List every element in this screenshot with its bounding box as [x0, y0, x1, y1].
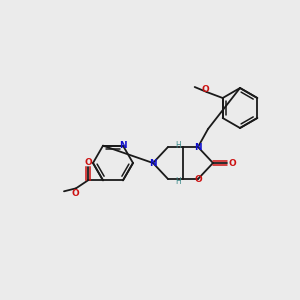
Text: H: H	[175, 140, 181, 149]
Text: N: N	[119, 141, 127, 150]
Text: N: N	[194, 142, 202, 152]
Text: N: N	[149, 158, 157, 167]
Text: O: O	[84, 158, 92, 167]
Text: O: O	[194, 175, 202, 184]
Text: O: O	[71, 189, 79, 198]
Text: O: O	[228, 158, 236, 167]
Text: H: H	[175, 176, 181, 185]
Text: O: O	[202, 85, 210, 94]
